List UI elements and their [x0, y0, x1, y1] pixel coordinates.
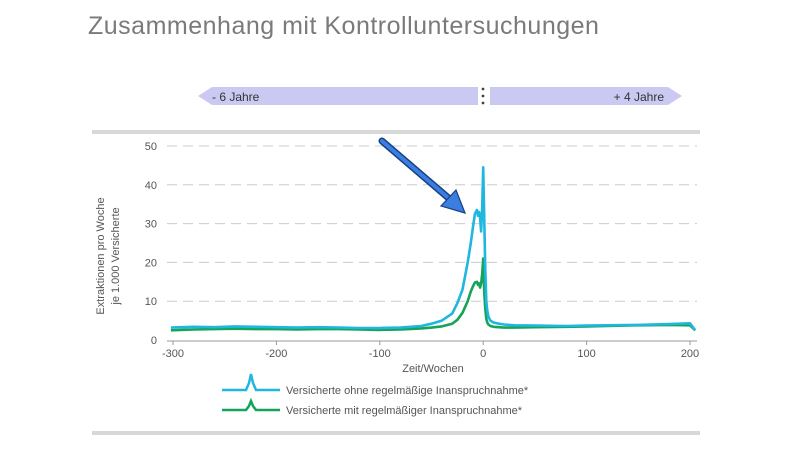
timeline-right-label: + 4 Jahre: [614, 90, 665, 104]
timeline-right-arrow: [490, 87, 682, 105]
series-line-mit: [170, 257, 697, 332]
x-tick--300: -300: [162, 348, 184, 360]
y-tick-50: 50: [145, 141, 157, 153]
legend-item-mit: Versicherte mit regelmäßiger Inanspruchn…: [222, 397, 523, 417]
page-title: Zusammenhang mit Kontrolluntersuchungen: [88, 12, 600, 40]
series-lines: [170, 166, 697, 332]
y-tick-10: 10: [145, 296, 157, 308]
y-tick-20: 20: [145, 257, 157, 269]
bottom-separator: [92, 431, 700, 435]
x-tick-labels: -300 -200 -100 0 100 200: [162, 341, 699, 360]
y-tick-30: 30: [145, 219, 157, 231]
timeline-divider-dots: [481, 87, 485, 105]
y-tick-0: 0: [151, 335, 157, 347]
legend-swatch-mit: [222, 397, 280, 412]
legend: Versicherte ohne regelmäßige Inanspruchn…: [222, 373, 529, 417]
timeline-left-arrow: [198, 87, 478, 105]
legend-label-mit: Versicherte mit regelmäßiger Inanspruchn…: [286, 405, 523, 417]
y-tick-labels: 0 10 20 30 40 50: [145, 141, 157, 347]
y-axis-label-line-1: Extraktionen pro Woche: [95, 197, 107, 314]
x-axis-label: Zeit/Wochen: [402, 363, 464, 375]
x-tick--100: -100: [369, 348, 391, 360]
legend-label-ohne: Versicherte ohne regelmäßige Inanspruchn…: [286, 385, 529, 397]
y-axis-label-line-2: je 1.000 Versicherte: [110, 207, 122, 305]
timeline-bar: - 6 Jahre + 4 Jahre: [198, 87, 682, 105]
x-tick-100: 100: [577, 348, 595, 360]
legend-item-ohne: Versicherte ohne regelmäßige Inanspruchn…: [222, 373, 529, 397]
x-tick--200: -200: [265, 348, 287, 360]
x-tick-200: 200: [681, 348, 699, 360]
y-tick-40: 40: [145, 180, 157, 192]
legend-swatch-ohne: [222, 373, 280, 392]
top-separator: [92, 130, 700, 134]
annotation-arrow: [378, 137, 467, 214]
grid-lines: [167, 145, 697, 302]
series-line-ohne: [170, 166, 697, 332]
timeline-left-label: - 6 Jahre: [212, 90, 260, 104]
x-tick-0: 0: [480, 348, 486, 360]
